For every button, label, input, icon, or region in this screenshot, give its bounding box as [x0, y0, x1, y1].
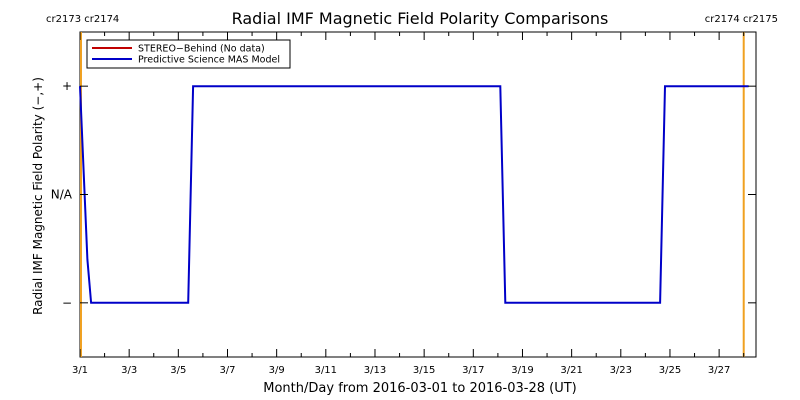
legend-label: STEREO−Behind (No data) — [138, 44, 265, 55]
x-tick-label: 3/9 — [269, 365, 285, 376]
y-tick-label: + — [62, 79, 72, 93]
y-tick-label: − — [62, 296, 72, 310]
plot-frame — [79, 31, 757, 358]
x-tick-label: 3/5 — [170, 365, 186, 376]
legend: STEREO−Behind (No data)Predictive Scienc… — [86, 39, 291, 69]
y-axis-label: Radial IMF Magnetic Field Polarity (−,+) — [31, 77, 45, 315]
x-tick-label: 3/3 — [121, 365, 137, 376]
carrington-marker-label-right: cr2174 cr2175 — [705, 14, 778, 25]
x-tick-label: 3/25 — [659, 365, 681, 376]
x-tick-label: 3/15 — [413, 365, 435, 376]
x-tick-label: 3/7 — [219, 365, 235, 376]
chart-title: Radial IMF Magnetic Field Polarity Compa… — [232, 9, 609, 28]
y-tick-label: N/A — [51, 188, 73, 202]
carrington-marker-label-left: cr2173 cr2174 — [46, 14, 119, 25]
x-axis-label: Month/Day from 2016-03-01 to 2016-03-28 … — [263, 381, 576, 396]
series-line-1 — [79, 85, 749, 304]
x-tick-label: 3/21 — [560, 365, 582, 376]
x-tick-label: 3/1 — [72, 365, 88, 376]
legend-box — [86, 39, 291, 69]
x-tick-label: 3/13 — [364, 365, 386, 376]
x-tick-label: 3/17 — [462, 365, 484, 376]
legend-label: Predictive Science MAS Model — [138, 55, 280, 66]
x-tick-label: 3/27 — [708, 365, 730, 376]
x-tick-label: 3/11 — [315, 365, 337, 376]
x-tick-label: 3/23 — [610, 365, 632, 376]
x-tick-label: 3/19 — [511, 365, 533, 376]
